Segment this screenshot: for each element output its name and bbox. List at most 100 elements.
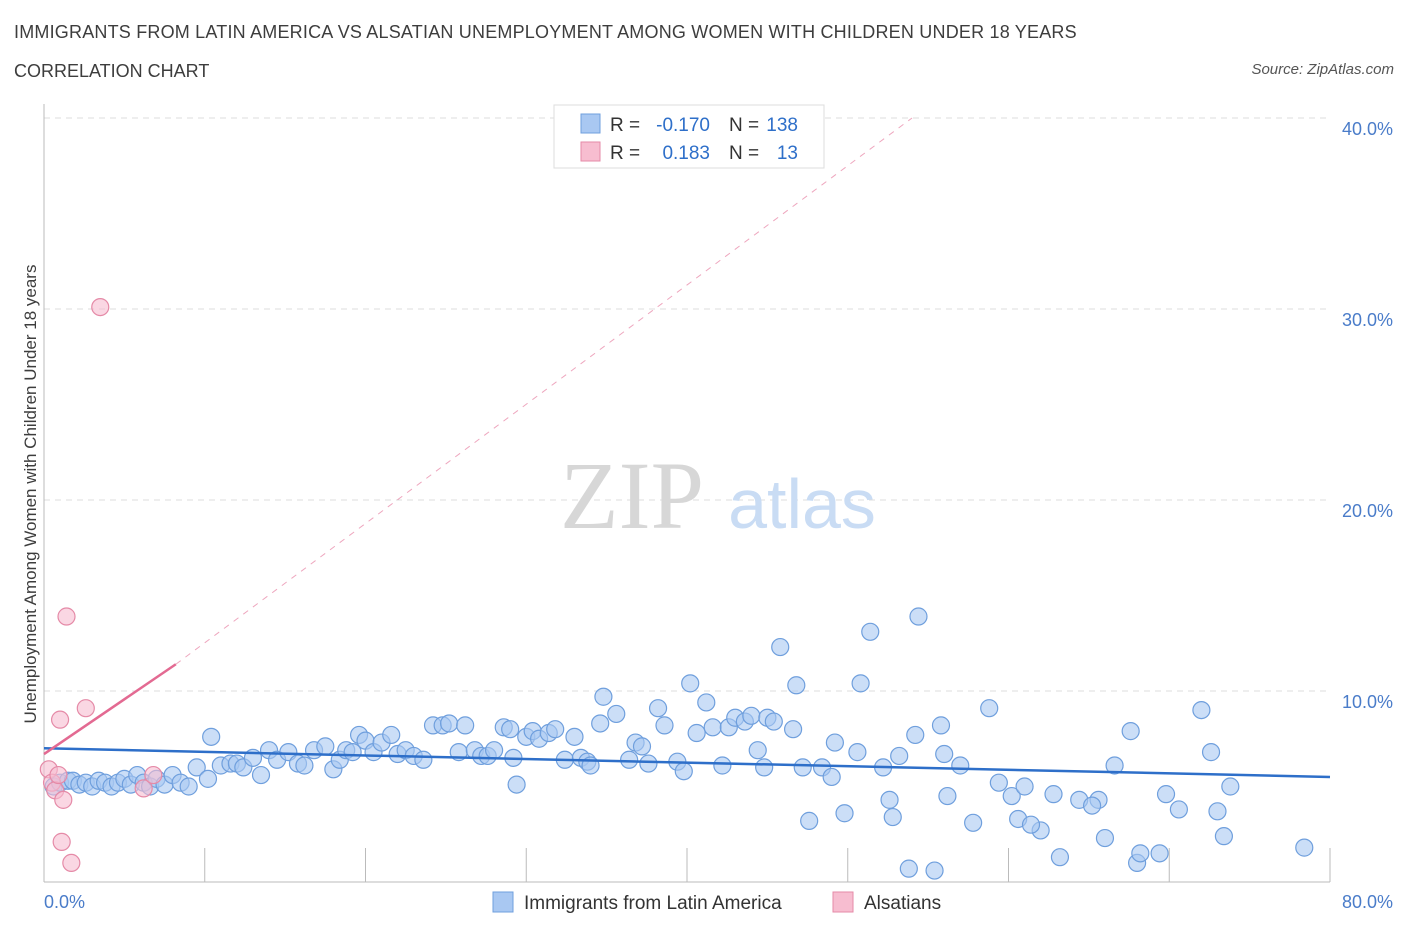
- alsatians-point: [134, 779, 153, 798]
- y-tick-label: 20.0%: [1342, 501, 1393, 521]
- immigrants-point: [825, 733, 844, 752]
- immigrants-point: [655, 716, 674, 735]
- alsatians-point: [52, 832, 71, 851]
- immigrants-point: [883, 807, 902, 827]
- immigrants-point: [906, 725, 925, 745]
- alsatians-trend-extension: [175, 117, 913, 665]
- immigrants-point: [316, 737, 335, 756]
- immigrants-point: [713, 756, 732, 775]
- stats-legend-swatch-blue: [580, 113, 601, 134]
- trend-lines: [175, 117, 913, 665]
- immigrants-point: [1050, 848, 1070, 867]
- alsatians-point: [57, 607, 76, 626]
- immigrants-point: [989, 773, 1008, 792]
- immigrants-point: [931, 716, 951, 735]
- immigrants-point: [648, 699, 668, 718]
- immigrants-point: [1105, 756, 1124, 775]
- immigrants-point: [1044, 785, 1063, 804]
- x-tick-label-min: 0.0%: [44, 892, 85, 912]
- stats-n-value-blue: 138: [766, 115, 798, 136]
- alsatians-point: [62, 853, 81, 873]
- immigrants-point: [771, 637, 790, 657]
- immigrants-point: [674, 762, 693, 781]
- immigrants-point: [697, 693, 716, 712]
- legend-label-immigrants: Immigrants from Latin America: [524, 893, 782, 914]
- immigrants-point: [1002, 786, 1021, 806]
- stats-legend-swatch-pink: [580, 141, 601, 162]
- immigrants-point: [980, 699, 999, 718]
- immigrants-point: [1192, 700, 1211, 720]
- immigrants-point: [485, 741, 504, 760]
- immigrants-point: [439, 714, 459, 733]
- immigrants-point: [202, 727, 221, 746]
- immigrants-point: [938, 786, 957, 806]
- immigrants-point: [835, 804, 854, 823]
- bottom-legend: Immigrants from Latin America Alsatians: [492, 891, 941, 914]
- immigrants-point: [787, 676, 806, 695]
- immigrants-point: [755, 758, 774, 777]
- immigrants-point: [1214, 827, 1234, 846]
- immigrants-point: [909, 607, 928, 626]
- alsatians-trend-line: [43, 663, 177, 756]
- immigrants-point: [681, 674, 700, 693]
- immigrants-point: [861, 622, 880, 641]
- immigrants-point: [890, 746, 909, 766]
- y-tick-label: 10.0%: [1342, 692, 1393, 712]
- immigrants-point: [848, 743, 867, 762]
- alsatians-point: [144, 765, 163, 785]
- immigrants-point: [1208, 802, 1227, 821]
- alsatians-point: [91, 297, 110, 317]
- immigrants-point: [546, 720, 565, 739]
- immigrants-point: [607, 704, 626, 724]
- immigrants-point: [456, 716, 475, 735]
- stats-n-value-pink: 13: [777, 143, 798, 164]
- stats-r-label-pink: R =: [610, 143, 640, 164]
- immigrants-point: [822, 767, 841, 787]
- x-tick-label-max: 80.0%: [1342, 892, 1393, 912]
- x-axis-ticks: [204, 848, 1331, 882]
- immigrants-point: [1095, 828, 1115, 848]
- stats-n-label-pink: N =: [729, 143, 759, 164]
- immigrants-point: [1169, 800, 1188, 819]
- immigrants-point: [1221, 777, 1240, 796]
- watermark-atlas: atlas: [728, 465, 876, 543]
- immigrants-point: [251, 765, 271, 785]
- immigrants-point: [198, 769, 218, 788]
- immigrants-point: [632, 737, 652, 756]
- y-tick-label: 40.0%: [1342, 119, 1393, 139]
- alsatians-point: [76, 699, 95, 718]
- immigrants-point: [1015, 777, 1034, 796]
- immigrants-point: [1201, 743, 1221, 762]
- stats-r-value-pink: 0.183: [662, 143, 710, 164]
- alsatians-point: [54, 790, 73, 809]
- watermark-zip: ZIP: [560, 442, 704, 549]
- immigrants-point: [591, 714, 610, 733]
- immigrants-point: [1150, 844, 1169, 863]
- legend-swatch-immigrants: [492, 891, 514, 913]
- y-axis-tick-labels: 10.0% 20.0% 30.0% 40.0%: [1342, 119, 1393, 712]
- immigrants-point: [187, 758, 206, 777]
- immigrants-point: [764, 712, 783, 731]
- immigrants-point: [414, 750, 433, 769]
- immigrants-point: [742, 706, 761, 725]
- y-tick-label: 30.0%: [1342, 310, 1393, 330]
- immigrants-point: [935, 744, 954, 764]
- immigrants-point: [783, 720, 803, 739]
- immigrants-point: [1295, 838, 1314, 857]
- immigrants-point: [501, 720, 520, 739]
- stats-r-label-blue: R =: [610, 115, 640, 136]
- immigrants-point: [565, 727, 584, 746]
- immigrants-trend-line: [43, 747, 1331, 779]
- immigrants-point: [295, 756, 314, 775]
- immigrants-point: [639, 754, 658, 773]
- immigrants-point: [620, 750, 639, 769]
- immigrants-point: [880, 790, 899, 809]
- immigrants-point: [1121, 722, 1140, 741]
- immigrants-point: [179, 777, 198, 796]
- immigrants-point: [925, 861, 944, 880]
- immigrants-point: [793, 758, 812, 777]
- immigrants-point: [951, 756, 970, 775]
- immigrants-point: [594, 687, 613, 706]
- alsatians-point: [50, 710, 70, 729]
